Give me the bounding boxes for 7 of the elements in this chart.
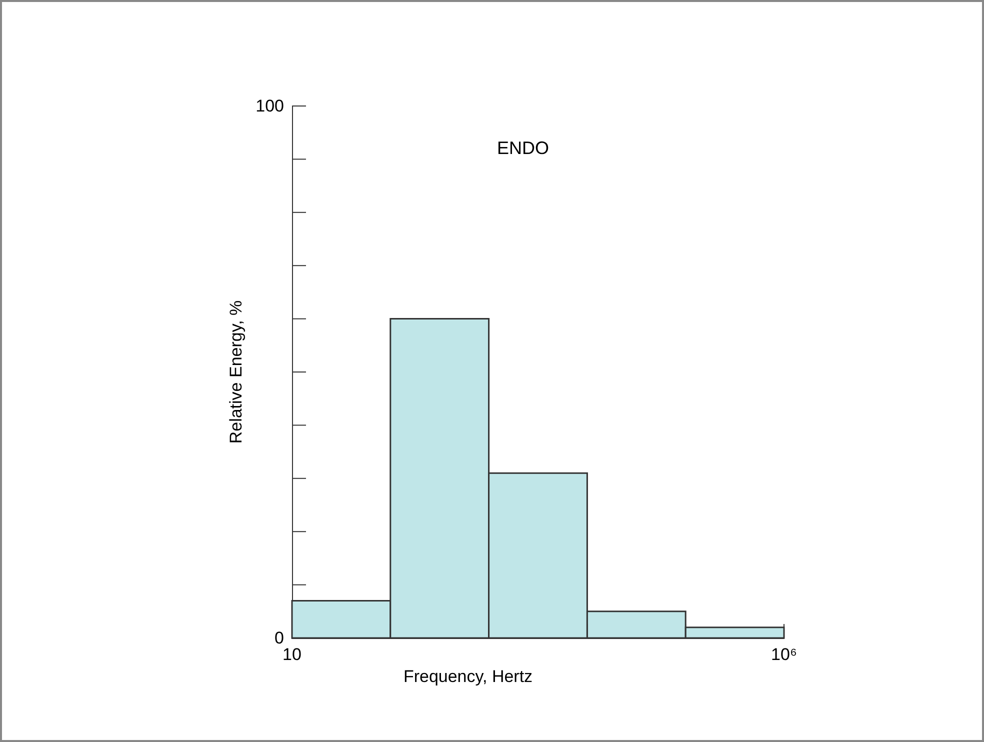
y-tick-label: 100 — [256, 96, 284, 116]
x-tick-label: 10⁶ — [771, 645, 797, 664]
y-axis-title: Relative Energy, % — [226, 300, 246, 444]
y-tick-label: 0 — [274, 628, 284, 648]
x-tick-label: 10 — [282, 645, 302, 664]
text: ENDO — [497, 138, 550, 158]
x-axis-title: Frequency, Hertz — [403, 666, 533, 686]
